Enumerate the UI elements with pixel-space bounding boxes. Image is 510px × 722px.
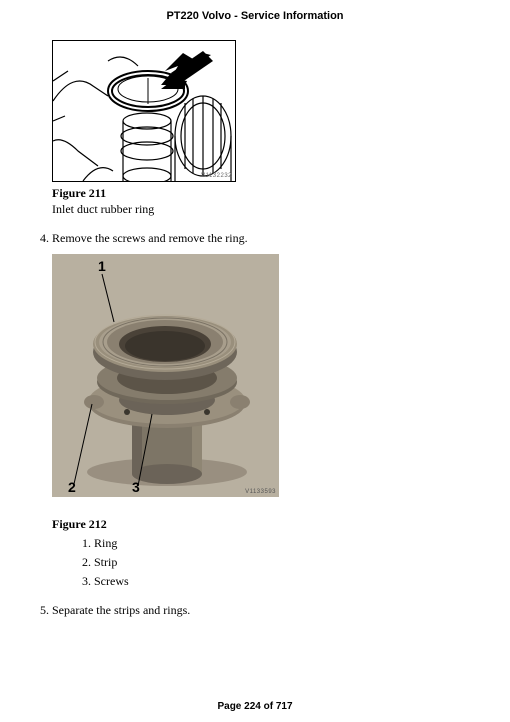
callout-3: 3 — [132, 479, 140, 495]
legend-item-1: 1. Ring — [82, 536, 470, 551]
page-header: PT220 Volvo - Service Information — [40, 10, 470, 22]
legend-item-3: 3. Screws — [82, 574, 470, 589]
figure-211-svg — [53, 41, 235, 181]
step-5: 5. Separate the strips and rings. — [40, 603, 470, 618]
figure-211-image: V1132232 — [52, 40, 236, 182]
figure-212-block: 1 2 3 V1133593 Figure 212 1. Ring 2. Str… — [52, 254, 470, 589]
page-footer: Page 224 of 717 — [0, 701, 510, 712]
figure-212-legend: 1. Ring 2. Strip 3. Screws — [82, 536, 470, 589]
page: PT220 Volvo - Service Information — [0, 0, 510, 722]
legend-item-2: 2. Strip — [82, 555, 470, 570]
figure-211-ref: V1132232 — [201, 173, 232, 179]
figure-212-title: Figure 212 — [52, 517, 470, 532]
figure-212-svg — [52, 254, 279, 497]
figure-211-title: Figure 211 — [52, 186, 470, 201]
figure-211-block: V1132232 Figure 211 Inlet duct rubber ri… — [52, 40, 470, 217]
figure-212-ref: V1133593 — [245, 489, 276, 495]
callout-2: 2 — [68, 479, 76, 495]
step-4: 4. Remove the screws and remove the ring… — [40, 231, 470, 246]
callout-1: 1 — [98, 258, 106, 274]
figure-212-image: 1 2 3 V1133593 — [52, 254, 279, 497]
figure-211-subtitle: Inlet duct rubber ring — [52, 202, 470, 217]
